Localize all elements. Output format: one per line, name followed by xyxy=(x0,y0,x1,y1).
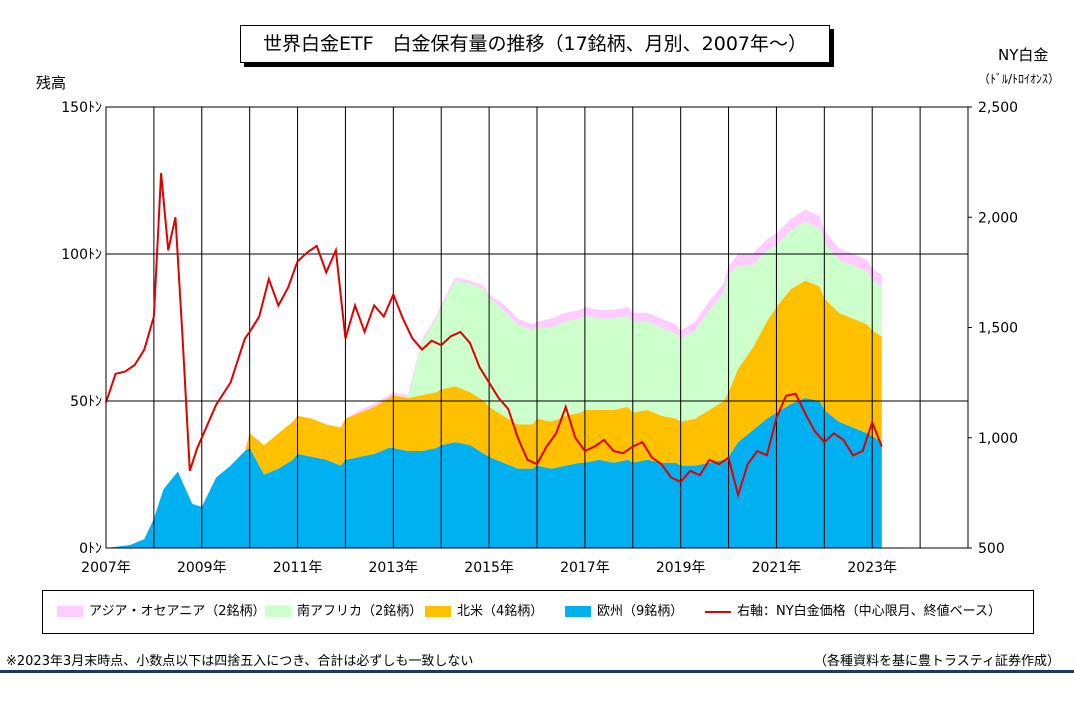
left-axis-title: 残高 xyxy=(36,74,67,92)
source-note: （各種資料を基に豊トラスティ証券作成） xyxy=(814,654,1060,669)
right-tick-label-0: 500 xyxy=(978,541,1005,557)
legend: アジア・オセアニア（2銘柄） 南アフリカ（2銘柄） 北米（4銘柄） 欧州（9銘柄… xyxy=(42,590,1034,634)
left-tick-label-0: 0ﾄﾝ xyxy=(79,541,102,557)
x-tick-label-2: 2011年 xyxy=(273,560,323,576)
legend-swatch-south-africa xyxy=(265,606,291,617)
x-tick-label-1: 2009年 xyxy=(177,560,227,576)
right-tick-label-1: 1,000 xyxy=(978,431,1018,447)
area-series-1 xyxy=(106,280,882,548)
legend-swatch-asia xyxy=(57,606,83,617)
legend-swatch-europe xyxy=(565,606,591,617)
x-tick-label-8: 2023年 xyxy=(847,560,897,576)
x-tick-label-7: 2021年 xyxy=(752,560,802,576)
left-tick-label-1: 50ﾄﾝ xyxy=(70,394,102,410)
area-series-0 xyxy=(106,398,882,548)
left-tick-label-2: 100ﾄﾝ xyxy=(61,247,102,263)
right-tick-label-2: 1,500 xyxy=(978,321,1018,337)
legend-label-europe: 欧州（9銘柄） xyxy=(597,604,684,619)
x-tick-label-0: 2007年 xyxy=(81,560,131,576)
x-tick-label-3: 2013年 xyxy=(369,560,419,576)
area-series-2 xyxy=(106,221,882,548)
legend-label-asia: アジア・オセアニア（2銘柄） xyxy=(89,604,266,619)
x-tick-label-5: 2017年 xyxy=(560,560,610,576)
legend-label-south-africa: 南アフリカ（2銘柄） xyxy=(297,604,423,619)
left-tick-label-3: 150ﾄﾝ xyxy=(61,100,102,116)
right-axis-title: NY白金 xyxy=(998,46,1049,64)
bottom-rule xyxy=(0,670,1074,673)
legend-swatch-platinum-price xyxy=(705,611,731,613)
right-tick-label-4: 2,500 xyxy=(978,100,1018,116)
footnote: ※2023年3月末時点、小数点以下は四捨五入につき、合計は必ずしも一致しない xyxy=(6,654,474,669)
legend-label-platinum-price: 右軸：NY白金価格（中心限月、終値ベース） xyxy=(737,604,1002,619)
x-tick-label-4: 2015年 xyxy=(464,560,514,576)
legend-label-north-america: 北米（4銘柄） xyxy=(457,604,544,619)
right-axis-unit: （ﾄﾞﾙ/ﾄﾛｲｵﾝｽ） xyxy=(978,72,1061,86)
right-tick-label-3: 2,000 xyxy=(978,210,1018,226)
price-line xyxy=(105,173,883,499)
legend-swatch-north-america xyxy=(425,606,451,617)
x-tick-label-6: 2019年 xyxy=(656,560,706,576)
chart-title: 世界白金ETF 白金保有量の推移（17銘柄、月別、2007年～） xyxy=(240,25,830,63)
